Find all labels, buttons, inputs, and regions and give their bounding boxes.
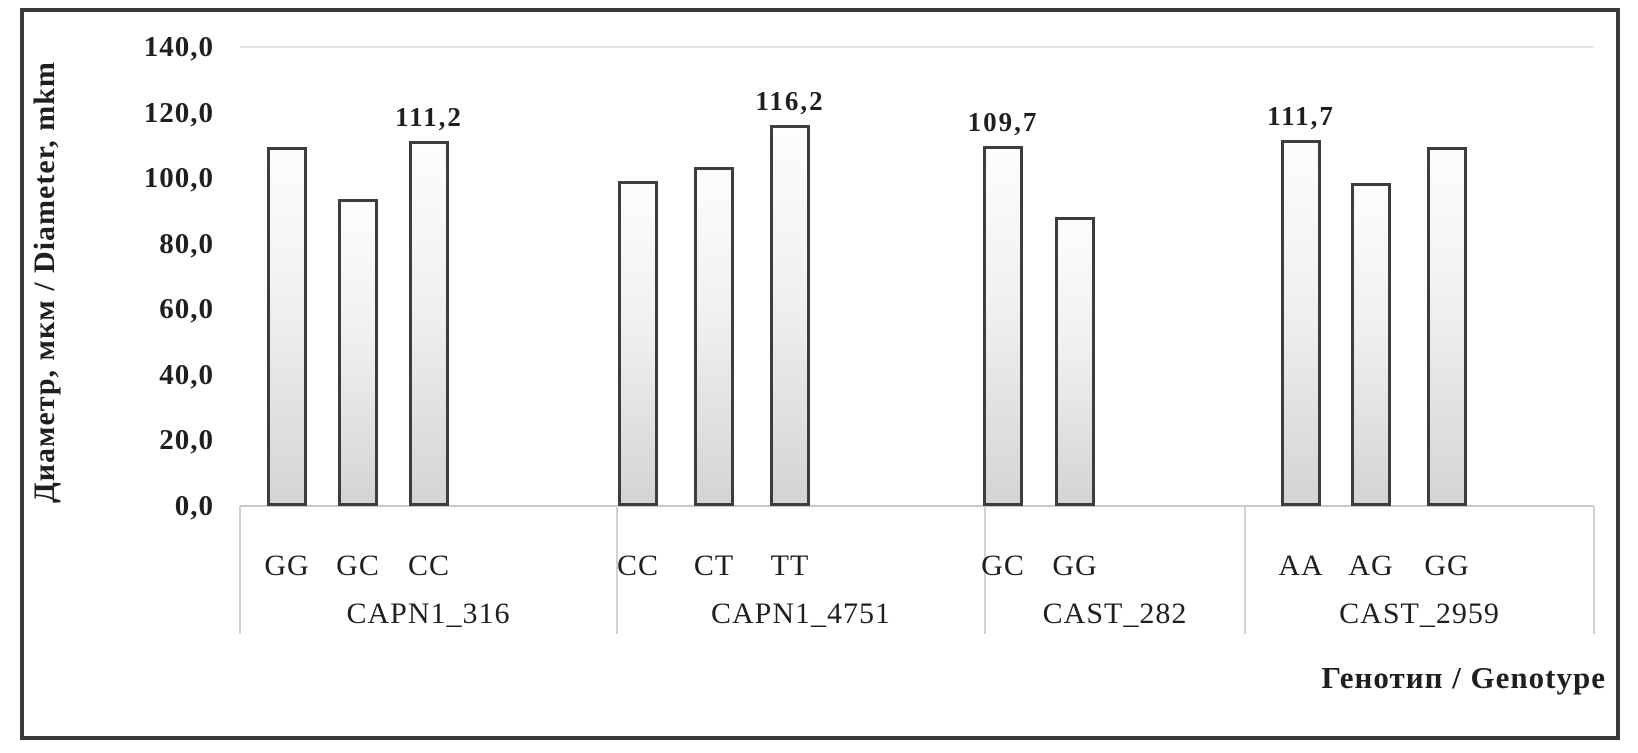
y-tick-label: 140,0 (143, 31, 214, 63)
bar (694, 167, 734, 506)
category-label: CT (693, 549, 735, 582)
category-label: TT (770, 549, 810, 582)
category-label: GC (981, 549, 1025, 582)
y-tick-label: 120,0 (143, 96, 214, 129)
category-label: CC (616, 549, 660, 582)
x-axis-title: Генотип / Genotype (1321, 660, 1606, 695)
category-label: AG (1348, 549, 1394, 582)
category-divider (1244, 506, 1246, 634)
bar (983, 146, 1023, 506)
category-label: GC (336, 549, 380, 582)
category-divider (984, 506, 986, 634)
category-divider (239, 506, 241, 634)
bar-value-label: 111,7 (1267, 101, 1335, 131)
bar-value-label: 109,7 (967, 107, 1039, 137)
y-tick-label: 80,0 (159, 227, 214, 260)
x-axis-line (240, 505, 1594, 507)
y-tick-label: 100,0 (143, 162, 214, 195)
gridline-140 (240, 46, 1594, 48)
category-divider (616, 506, 618, 634)
category-label: GG (264, 549, 310, 582)
bar (1281, 140, 1321, 506)
category-label: GG (1052, 549, 1098, 582)
bar (1055, 217, 1095, 506)
group-label: CAPN1_4751 (710, 597, 892, 630)
category-label: AA (1278, 549, 1324, 582)
bar (770, 125, 810, 506)
category-divider (1593, 506, 1595, 634)
bar (1427, 147, 1467, 506)
group-label: CAST_282 (1042, 597, 1188, 630)
bar (1351, 183, 1391, 506)
bar (618, 181, 658, 506)
y-axis-title: Диаметр, мкм / Diameter, mkm (28, 61, 61, 503)
bar (338, 199, 378, 506)
bar (267, 147, 307, 506)
category-label: CC (407, 549, 451, 582)
y-tick-label: 40,0 (159, 358, 214, 391)
group-label: CAST_2959 (1339, 597, 1500, 630)
bar (409, 141, 449, 506)
bar-value-label: 116,2 (755, 86, 825, 116)
y-tick-label: 60,0 (159, 293, 214, 326)
y-tick-label: 0,0 (174, 490, 214, 522)
category-label: GG (1424, 549, 1470, 582)
chart-frame: Диаметр, мкм / Diameter, mkm 0,0 20,0 40,0… (20, 8, 1620, 740)
group-label: CAPN1_316 (346, 597, 511, 630)
y-tick-label: 20,0 (159, 424, 214, 457)
bar-value-label: 111,2 (395, 102, 463, 132)
